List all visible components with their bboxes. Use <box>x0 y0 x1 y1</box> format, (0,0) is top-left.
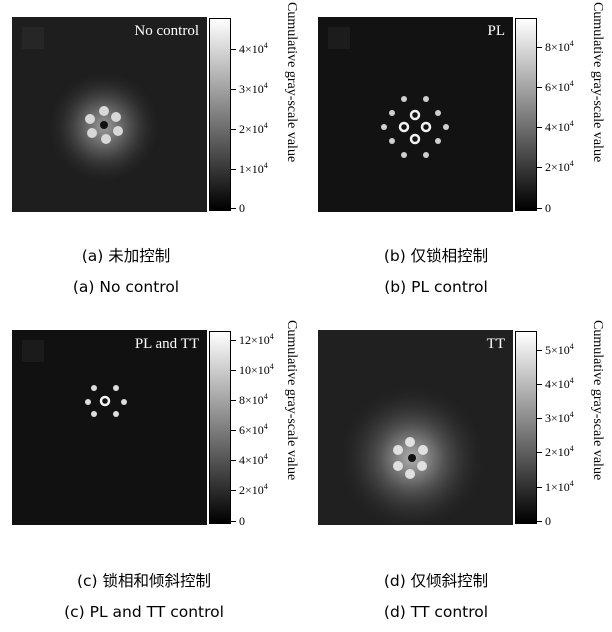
colorbar-tick <box>537 47 542 48</box>
colorbar-tick <box>231 460 236 461</box>
colorbar-tick-label: 0 <box>545 201 551 215</box>
colorbar-tick-label: 0 <box>239 514 245 528</box>
colorbar-tick <box>231 430 236 431</box>
colorbar-label: Cumulative gray-scale value <box>284 2 299 163</box>
colorbar-tick-label: 4×104 <box>545 119 574 134</box>
colorbar-tick <box>537 87 542 88</box>
image-label: PL and TT <box>134 336 199 352</box>
colorbar-tick <box>537 418 542 419</box>
colorbar-tick <box>231 208 236 209</box>
caption-en: (c) PL and TT control <box>64 603 224 621</box>
colorbar-tick <box>231 400 236 401</box>
colorbar-tick-label: 2×104 <box>545 444 574 459</box>
colorbar-tick-label: 2×104 <box>239 482 268 497</box>
colorbar-tick-label: 0 <box>239 201 245 215</box>
caption-cn: (c) 锁相和倾斜控制 <box>76 572 212 590</box>
image-label: TT <box>486 336 505 352</box>
colorbar-tick <box>231 49 236 50</box>
caption-en: (d) TT control <box>383 603 489 621</box>
colorbar-tick-label: 2×104 <box>239 121 268 136</box>
colorbar-tick <box>231 340 236 341</box>
colorbar-tick <box>231 169 236 170</box>
colorbar-tick <box>231 89 236 90</box>
colorbar-label: Cumulative gray-scale value <box>590 2 605 163</box>
colorbar-tick <box>231 370 236 371</box>
colorbar-tick <box>537 167 542 168</box>
colorbar-tick <box>537 487 542 488</box>
caption-cn: (a) 未加控制 <box>81 247 171 265</box>
colorbar-tick-label: 4×104 <box>239 452 268 467</box>
far-field-image-pl-and-tt: PL and TT <box>12 330 207 525</box>
caption-cn: (d) 仅倾斜控制 <box>383 572 489 590</box>
colorbar-tick <box>231 490 236 491</box>
colorbar-tick <box>231 129 236 130</box>
far-field-image-no-control: No control <box>12 17 207 212</box>
colorbar: 8×104 6×104 4×104 2×104 0 <box>515 18 574 214</box>
colorbar-tick-label: 1×104 <box>239 161 268 176</box>
colorbar-tick <box>537 350 542 351</box>
far-field-image-tt: TT <box>318 330 513 525</box>
colorbar-label: Cumulative gray-scale value <box>284 320 299 481</box>
caption-en: (b) PL control <box>384 278 488 296</box>
far-field-image-pl: PL <box>318 17 513 212</box>
colorbar-label: Cumulative gray-scale value <box>590 320 605 481</box>
colorbar-tick-label: 4×104 <box>545 376 574 391</box>
colorbar-tick <box>537 521 542 522</box>
colorbar-tick-label: 2×104 <box>545 159 574 174</box>
colorbar-tick-label: 8×104 <box>239 392 268 407</box>
colorbar: 4×104 3×104 2×104 1×104 0 <box>209 18 268 214</box>
colorbar: 5×104 4×104 3×104 2×104 1×104 0 <box>515 331 574 527</box>
far-field-pattern-no-control <box>12 17 207 212</box>
colorbar-tick-label: 0 <box>545 514 551 528</box>
colorbar-tick-label: 3×104 <box>239 81 268 96</box>
far-field-pattern-tt <box>318 330 513 525</box>
colorbar-tick <box>231 521 236 522</box>
colorbar-tick-label: 8×104 <box>545 39 574 54</box>
colorbar-tick <box>537 452 542 453</box>
colorbar-tick-label: 10×104 <box>239 362 274 377</box>
far-field-pattern-pl-and-tt <box>12 330 207 525</box>
colorbar-tick-label: 3×104 <box>545 410 574 425</box>
colorbar-tick-label: 1×104 <box>545 479 574 494</box>
image-label: PL <box>487 23 505 39</box>
colorbar: 12×104 10×104 8×104 6×104 4×104 2×104 0 <box>209 331 274 527</box>
colorbar-tick-label: 4×104 <box>239 41 268 56</box>
colorbar-tick-label: 6×104 <box>239 422 268 437</box>
far-field-pattern-pl <box>318 17 513 212</box>
caption-en: (a) No control <box>72 278 180 296</box>
image-label: No control <box>134 23 199 39</box>
colorbar-tick-label: 5×104 <box>545 342 574 357</box>
caption-cn: (b) 仅锁相控制 <box>383 247 489 265</box>
colorbar-tick <box>537 208 542 209</box>
colorbar-tick <box>537 127 542 128</box>
colorbar-tick <box>537 384 542 385</box>
colorbar-tick-label: 12×104 <box>239 332 274 347</box>
colorbar-tick-label: 6×104 <box>545 79 574 94</box>
